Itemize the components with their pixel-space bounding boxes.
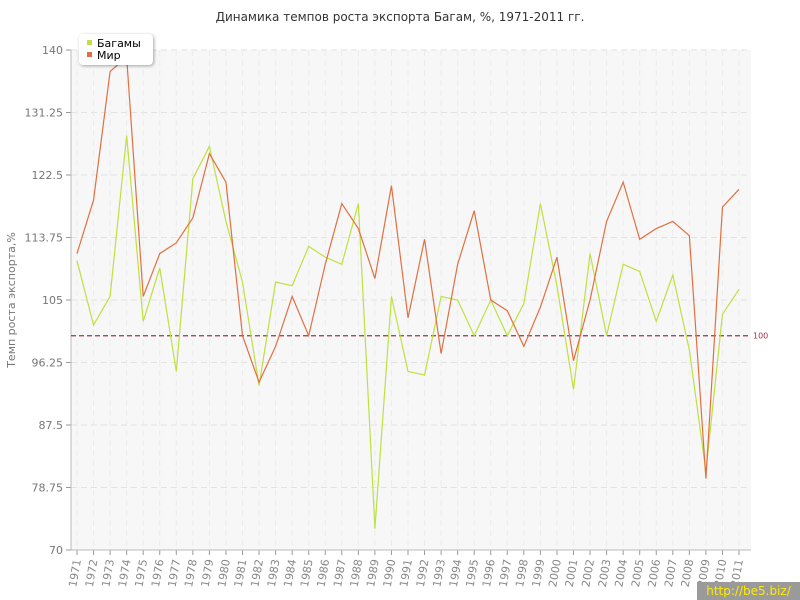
- x-tick-label: 1990: [381, 558, 399, 588]
- x-tick-label: 2004: [612, 558, 630, 588]
- x-tick-label: 1992: [414, 558, 432, 588]
- legend-item-world: Мир: [87, 49, 121, 62]
- x-tick-label: 2009: [695, 558, 713, 588]
- reference-line-label: 100: [753, 332, 768, 341]
- reference-line-group: 100: [71, 332, 768, 341]
- x-tick-label: 1980: [215, 558, 233, 588]
- y-tick-label: 140: [42, 44, 63, 57]
- x-tick-label: 1999: [530, 558, 548, 588]
- x-tick-label: 1982: [248, 558, 266, 588]
- x-tick-label: 2010: [712, 558, 730, 588]
- x-tick-label: 1978: [182, 558, 200, 588]
- watermark-link[interactable]: http://be5.biz/: [697, 582, 800, 600]
- y-tick-label: 96.25: [32, 357, 64, 370]
- tick-labels: 70 78.75 87.5 96.25 105 113.75 122.5 131.25 140 1…: [25, 44, 746, 588]
- legend: Багамы Мир: [79, 34, 153, 65]
- x-tick-label: 1989: [364, 558, 382, 588]
- legend-swatch-world: [87, 52, 92, 57]
- x-tick-label: 2000: [546, 558, 564, 588]
- x-tick-label: 1984: [281, 558, 299, 588]
- x-tick-label: 1974: [116, 558, 134, 588]
- y-tick-label: 105: [42, 294, 63, 307]
- x-tick-label: 2005: [629, 558, 647, 588]
- y-tick-label: 131.25: [25, 107, 64, 120]
- x-tick-label: 1981: [232, 558, 250, 588]
- x-tick-label: 2007: [662, 558, 680, 588]
- x-tick-label: 1972: [83, 558, 101, 588]
- x-tick-label: 1997: [497, 558, 515, 588]
- x-tick-label: 1994: [447, 558, 465, 588]
- x-tick-label: 2003: [596, 558, 614, 588]
- x-tick-label: 1988: [348, 558, 366, 588]
- y-tick-label: 78.75: [32, 482, 64, 495]
- y-tick-label: 113.75: [25, 232, 64, 245]
- x-tick-label: 2001: [563, 558, 581, 588]
- series-group: [76, 55, 740, 529]
- x-tick-label: 1983: [265, 558, 283, 588]
- y-tick-label: 70: [49, 544, 63, 557]
- x-tick-label: 2006: [646, 558, 664, 588]
- y-axis-label: Темп роста экспорта,%: [5, 232, 18, 369]
- x-tick-label: 1975: [132, 558, 150, 588]
- series-line-bahamas: [76, 135, 740, 529]
- axes: [66, 49, 751, 555]
- x-tick-label: 1993: [430, 558, 448, 588]
- x-tick-label: 1985: [298, 558, 316, 588]
- x-tick-label: 1998: [513, 558, 531, 588]
- chart-title: Динамика темпов роста экспорта Багам, %,…: [216, 10, 585, 24]
- x-tick-label: 2011: [728, 558, 746, 588]
- x-tick-label: 1977: [166, 558, 184, 588]
- legend-label-bahamas: Багамы: [97, 37, 141, 50]
- x-tick-label: 2008: [679, 558, 697, 588]
- y-tick-label: 122.5: [32, 169, 64, 182]
- x-tick-label: 1991: [397, 558, 415, 588]
- x-tick-label: 1986: [315, 558, 333, 588]
- grid: [71, 49, 751, 550]
- legend-label-world: Мир: [97, 49, 121, 62]
- x-tick-label: 1971: [66, 558, 84, 588]
- x-tick-label: 1976: [149, 558, 167, 588]
- x-tick-label: 1995: [463, 558, 481, 588]
- x-tick-label: 1987: [331, 558, 349, 588]
- y-tick-label: 87.5: [39, 419, 64, 432]
- legend-item-bahamas: Багамы: [87, 37, 141, 50]
- series-line-world: [76, 55, 740, 479]
- x-tick-label: 2002: [579, 558, 597, 588]
- x-tick-label: 1996: [480, 558, 498, 588]
- legend-swatch-bahamas: [87, 40, 92, 45]
- x-tick-label: 1973: [99, 558, 117, 588]
- x-tick-label: 1979: [199, 558, 217, 588]
